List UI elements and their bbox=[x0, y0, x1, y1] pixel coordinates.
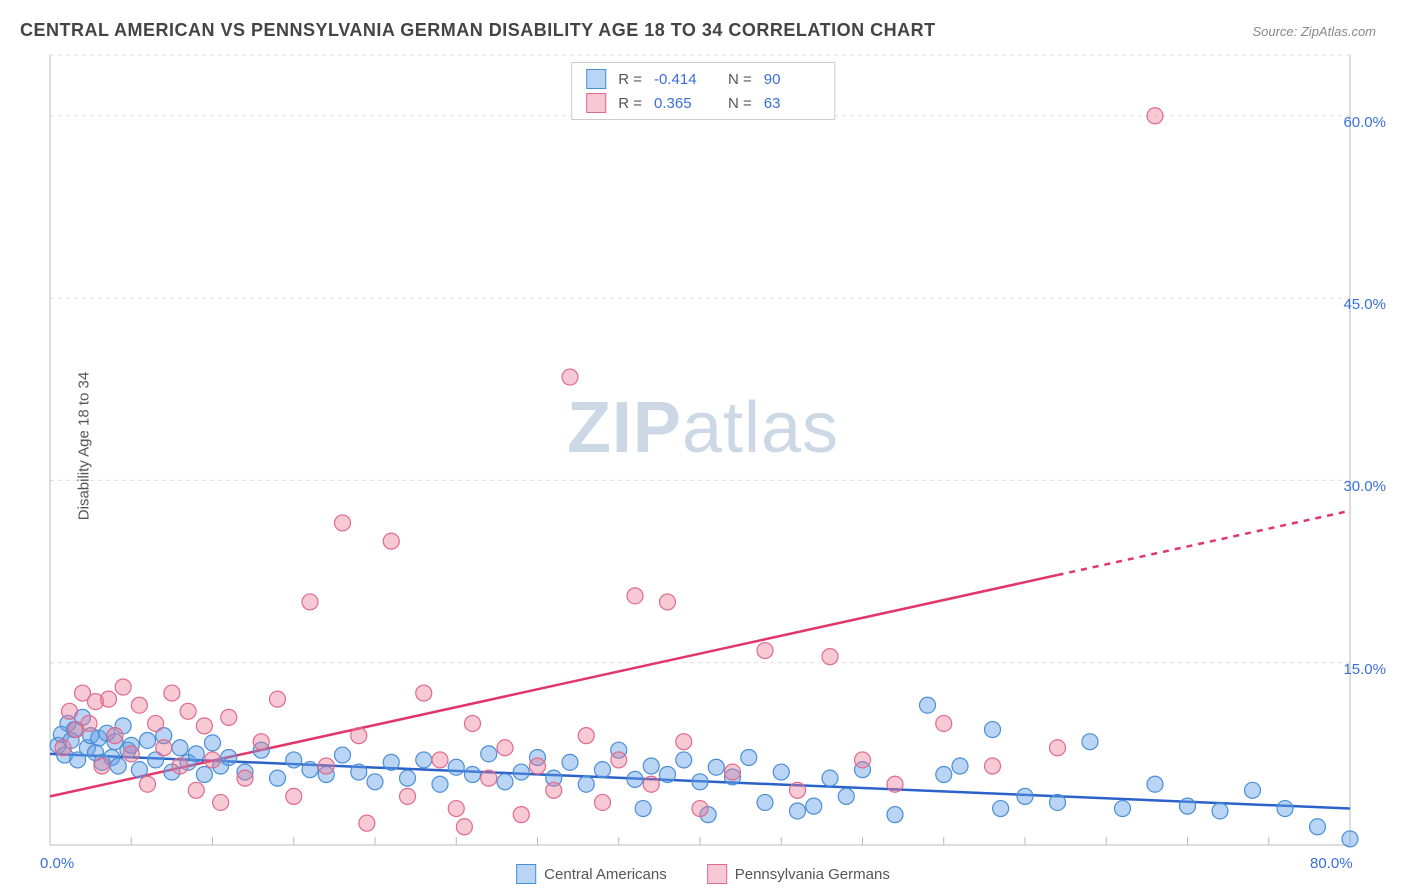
x-tick-label: 0.0% bbox=[40, 855, 74, 872]
source-attribution: Source: ZipAtlas.com bbox=[1252, 24, 1376, 39]
legend-n-label: N = bbox=[728, 95, 752, 112]
series-legend-label: Central Americans bbox=[544, 866, 667, 883]
y-tick-label: 60.0% bbox=[1343, 114, 1386, 131]
legend-n-value: 90 bbox=[764, 71, 820, 88]
chart-container: CENTRAL AMERICAN VS PENNSYLVANIA GERMAN … bbox=[0, 0, 1406, 892]
correlation-legend: R = -0.414 N = 90 R = 0.365 N = 63 bbox=[571, 62, 835, 120]
legend-n-label: N = bbox=[728, 71, 752, 88]
legend-r-label: R = bbox=[618, 71, 642, 88]
legend-r-value: -0.414 bbox=[654, 71, 710, 88]
legend-swatch-pink bbox=[707, 864, 727, 884]
chart-title: CENTRAL AMERICAN VS PENNSYLVANIA GERMAN … bbox=[20, 20, 936, 41]
correlation-legend-row: R = 0.365 N = 63 bbox=[586, 91, 820, 115]
y-tick-label: 15.0% bbox=[1343, 661, 1386, 678]
legend-swatch-blue bbox=[516, 864, 536, 884]
legend-swatch-blue bbox=[586, 69, 606, 89]
correlation-legend-row: R = -0.414 N = 90 bbox=[586, 67, 820, 91]
series-legend: Central Americans Pennsylvania Germans bbox=[516, 864, 890, 884]
series-legend-label: Pennsylvania Germans bbox=[735, 866, 890, 883]
legend-r-value: 0.365 bbox=[654, 95, 710, 112]
y-tick-label: 30.0% bbox=[1343, 478, 1386, 495]
y-tick-label: 45.0% bbox=[1343, 296, 1386, 313]
x-tick-label: 80.0% bbox=[1310, 855, 1353, 872]
legend-r-label: R = bbox=[618, 95, 642, 112]
scatter-plot bbox=[0, 0, 1406, 892]
y-axis-label: Disability Age 18 to 34 bbox=[76, 372, 93, 520]
legend-n-value: 63 bbox=[764, 95, 820, 112]
series-legend-item: Central Americans bbox=[516, 864, 667, 884]
series-legend-item: Pennsylvania Germans bbox=[707, 864, 890, 884]
legend-swatch-pink bbox=[586, 93, 606, 113]
